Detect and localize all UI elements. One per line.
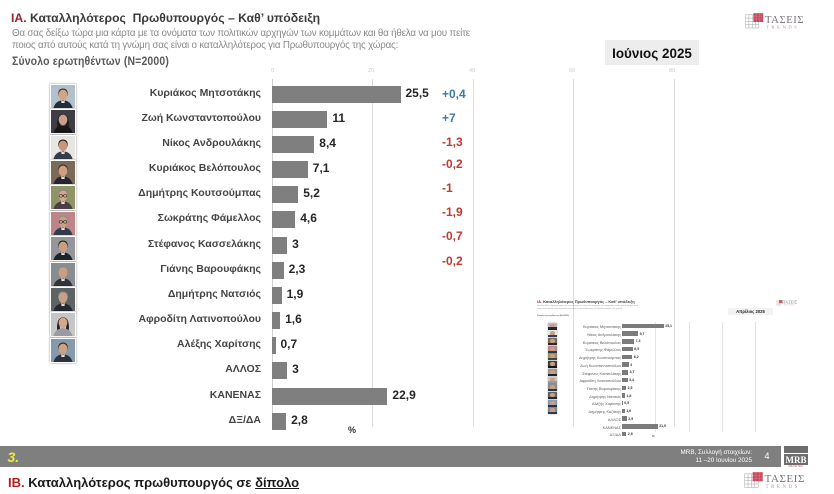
svg-text:TRENDS: TRENDS [784, 305, 796, 307]
svg-text:ΤΑΣΕΙΣ: ΤΑΣΕΙΣ [765, 15, 804, 26]
svg-text:ΤΑΣΕΙΣ: ΤΑΣΕΙΣ [783, 301, 797, 305]
svg-text:ΤΑΣΕΙΣ: ΤΑΣΕΙΣ [765, 473, 805, 485]
svg-text:TRENDS: TRENDS [766, 25, 799, 30]
svg-text:TRENDS: TRENDS [766, 485, 800, 489]
